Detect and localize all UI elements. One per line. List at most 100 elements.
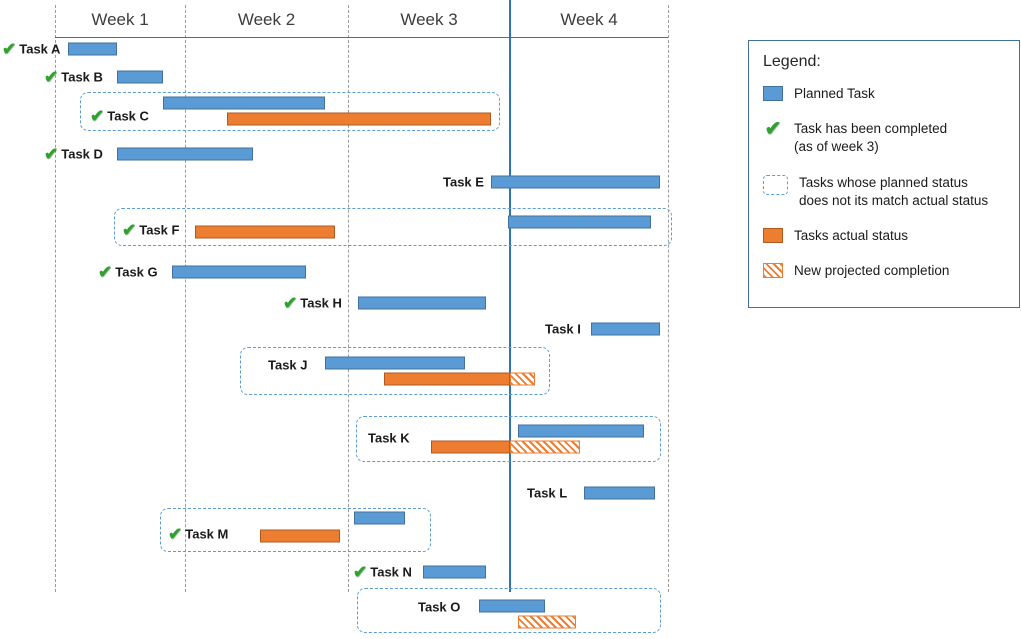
task-f-name: Task F xyxy=(139,222,180,238)
task-o-name: Task O xyxy=(418,599,461,615)
task-o-mismatch-box xyxy=(357,588,661,633)
projected-completion-swatch xyxy=(763,263,783,279)
week-label-3: Week 3 xyxy=(400,10,458,29)
task-m-name: Task M xyxy=(185,526,229,542)
legend-title: Legend: xyxy=(763,53,821,70)
task-n-name: Task N xyxy=(370,564,412,580)
task-j-label: Task J xyxy=(268,358,308,373)
legend: Legend: Planned Task ✔ Task has been compl… xyxy=(748,40,1020,308)
task-e-planned-bar xyxy=(490,175,661,189)
task-k-planned-bar xyxy=(517,424,645,438)
task-g-name: Task G xyxy=(115,264,158,280)
legend-item-mismatch: Tasks whose planned status does not its m… xyxy=(763,174,1005,210)
task-j-name: Task J xyxy=(268,357,308,373)
completed-check-icon: ✔ xyxy=(44,67,59,87)
task-j-actual-bar xyxy=(383,372,510,386)
task-l-planned-bar xyxy=(584,486,656,500)
task-o-projected-bar xyxy=(517,615,577,629)
task-m-label: ✔ Task M xyxy=(168,526,228,543)
completed-check-icon: ✔ xyxy=(283,293,298,313)
legend-item-text: Planned Task xyxy=(794,85,875,103)
task-g-planned-bar xyxy=(172,265,306,279)
task-i-label: Task I xyxy=(545,322,581,337)
legend-item-projected: New projected completion xyxy=(763,262,1005,280)
task-b-name: Task B xyxy=(61,69,103,85)
task-j-mismatch-box xyxy=(240,347,550,395)
task-d-name: Task D xyxy=(61,146,103,162)
current-week-line xyxy=(509,0,511,592)
task-k-name: Task K xyxy=(368,430,410,446)
task-n-planned-bar xyxy=(422,565,486,579)
task-h-name: Task H xyxy=(300,295,342,311)
week-gridline xyxy=(668,5,669,592)
task-j-planned-bar xyxy=(325,356,465,370)
task-o-label: Task O xyxy=(418,600,460,615)
task-l-label: Task L xyxy=(527,486,567,501)
legend-text-line: does not its match actual status xyxy=(799,192,989,208)
task-l-name: Task L xyxy=(527,485,568,501)
task-f-planned-bar xyxy=(508,215,651,229)
task-a-label: ✔ Task A xyxy=(2,41,60,58)
task-a-planned-bar xyxy=(68,42,118,56)
task-i-name: Task I xyxy=(545,321,581,337)
legend-text-line: Planned Task xyxy=(794,86,875,101)
legend-text-line: Tasks actual status xyxy=(794,228,909,244)
legend-text-line: (as of week 3) xyxy=(794,139,879,155)
legend-text-line: Tasks whose planned status xyxy=(799,174,968,190)
task-e-name: Task E xyxy=(443,174,484,190)
task-m-mismatch-box xyxy=(160,508,431,552)
task-m-planned-bar xyxy=(354,511,405,525)
task-k-projected-bar xyxy=(510,440,580,454)
legend-item-text: Tasks actual status xyxy=(794,227,908,245)
legend-item-text: New projected completion xyxy=(794,262,949,280)
task-e-label: Task E xyxy=(443,175,484,190)
week-gridline xyxy=(55,5,56,592)
task-c-name: Task C xyxy=(107,108,149,124)
timeline-axis-line xyxy=(55,37,668,38)
legend-item-actual: Tasks actual status xyxy=(763,227,1005,245)
task-k-label: Task K xyxy=(368,431,410,446)
legend-text-line: Task has been completed xyxy=(794,121,948,137)
legend-item-check: ✔ Task has been completed (as of week 3) xyxy=(763,118,1005,156)
completed-check-icon: ✔ xyxy=(98,262,113,282)
completed-check-icon: ✔ xyxy=(44,144,59,164)
week-label-1: Week 1 xyxy=(91,10,149,29)
legend-item-text: Tasks whose planned status does not its m… xyxy=(799,174,988,210)
task-f-actual-bar xyxy=(194,225,335,239)
legend-item-planned: Planned Task xyxy=(763,85,1005,103)
completed-check-icon: ✔ xyxy=(2,39,17,59)
task-c-label: ✔ Task C xyxy=(90,108,149,125)
task-k-mismatch-box xyxy=(356,416,661,462)
task-j-projected-bar xyxy=(510,372,536,386)
task-c-actual-bar xyxy=(227,112,491,126)
actual-status-swatch xyxy=(763,228,783,244)
task-b-planned-bar xyxy=(117,70,163,84)
week-label-2: Week 2 xyxy=(237,10,296,29)
task-d-planned-bar xyxy=(117,147,254,161)
completed-check-icon: ✔ xyxy=(353,562,368,582)
task-h-planned-bar xyxy=(357,296,486,310)
task-g-label: ✔ Task G xyxy=(98,264,158,281)
completed-check-icon: ✔ xyxy=(764,118,782,141)
task-f-mismatch-box xyxy=(114,208,672,246)
task-n-label: ✔ Task N xyxy=(353,564,412,581)
week-label-4: Week 4 xyxy=(560,10,618,29)
completed-check-icon: ✔ xyxy=(168,524,183,544)
task-b-label: ✔ Task B xyxy=(44,69,103,86)
task-f-label: ✔ Task F xyxy=(122,222,179,239)
completed-check-icon: ✔ xyxy=(90,106,105,126)
task-i-planned-bar xyxy=(590,322,661,336)
week-gridline xyxy=(348,5,349,592)
task-o-planned-bar xyxy=(479,599,545,613)
legend-text-line: New projected completion xyxy=(794,263,950,279)
planned-task-swatch xyxy=(763,86,783,101)
task-h-label: ✔ Task H xyxy=(283,295,342,312)
week-gridline xyxy=(185,5,186,592)
task-k-actual-bar xyxy=(430,440,510,454)
mismatch-box-swatch xyxy=(763,174,788,195)
legend-item-text: Task has been completed (as of week 3) xyxy=(794,120,947,156)
task-c-mismatch-box xyxy=(80,92,500,131)
task-m-actual-bar xyxy=(259,529,340,543)
